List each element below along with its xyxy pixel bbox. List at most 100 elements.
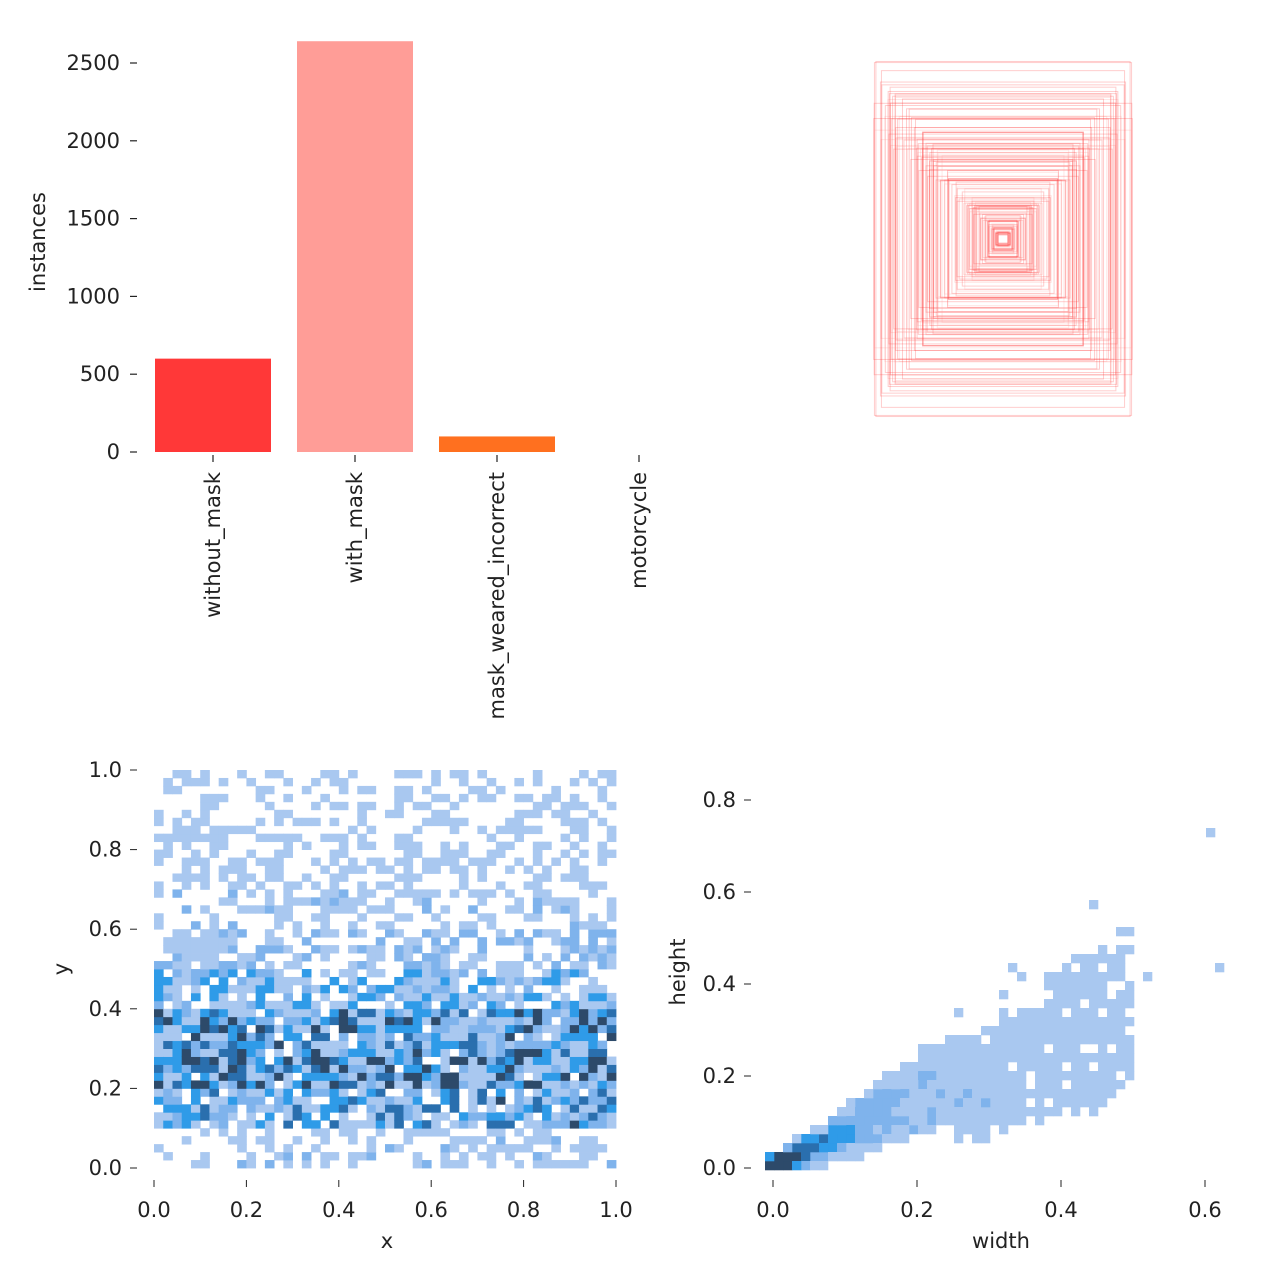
hist-cell <box>227 1008 238 1018</box>
hist-cell <box>918 1044 928 1054</box>
hist-cell <box>163 992 173 1002</box>
hist-cell <box>468 984 478 994</box>
hist-cell <box>458 1056 469 1065</box>
hist-cell <box>301 1120 312 1129</box>
hist-cell <box>366 1024 377 1034</box>
hist-cell <box>301 1048 312 1057</box>
hist-cell <box>542 1016 552 1026</box>
hist-cell <box>181 857 192 866</box>
hist-cell <box>209 1016 220 1026</box>
hist-cell <box>477 785 488 795</box>
hist-cell <box>945 1044 955 1054</box>
hist-cell <box>468 1112 478 1121</box>
hist-cell <box>209 1096 220 1105</box>
y-tick-label: 0.4 <box>703 972 736 996</box>
hist-cell <box>954 1062 964 1072</box>
hist-cell <box>375 1032 386 1042</box>
hist-cell <box>514 1056 524 1065</box>
hist-cell <box>366 1104 377 1113</box>
hist-cell <box>375 1056 386 1065</box>
hist-cell <box>209 1120 220 1129</box>
hist-cell <box>945 1053 955 1063</box>
hist-cell <box>1071 1035 1081 1045</box>
hist-cell <box>1017 1107 1027 1117</box>
hist-cell <box>542 897 552 906</box>
hist-cell <box>255 1040 266 1049</box>
hist-cell <box>385 905 395 914</box>
hist-cell <box>357 1088 367 1097</box>
hist-cell <box>264 1128 275 1137</box>
hist-cell <box>264 905 275 914</box>
box-overlay-plot <box>873 60 1133 418</box>
hist-cell <box>403 1048 414 1057</box>
hist-cell <box>477 770 488 779</box>
hist-cell <box>1071 1044 1081 1054</box>
hist-cell <box>972 1089 982 1099</box>
y-tick-label: 0.4 <box>89 997 122 1021</box>
hist-cell <box>551 984 561 994</box>
hist-cell <box>181 1120 192 1129</box>
hist-cell <box>560 809 571 819</box>
hist-cell <box>523 1032 534 1042</box>
hist-cell <box>172 825 183 835</box>
hist-cell <box>190 1104 201 1113</box>
hist-cell <box>412 1032 423 1042</box>
hist-cell <box>394 1080 404 1089</box>
hist-cell <box>172 889 183 898</box>
box-outline <box>979 212 1027 266</box>
hist-cell <box>218 1056 229 1065</box>
hist-cell <box>338 1048 349 1057</box>
hist-cell <box>440 809 451 819</box>
hist-cell <box>505 1024 515 1034</box>
hist-cell <box>431 1024 441 1034</box>
hist-cell <box>385 897 395 906</box>
box-outline <box>922 154 1084 324</box>
hist-cell <box>264 873 275 882</box>
hist-cell <box>209 992 220 1002</box>
box-outline <box>966 205 1040 273</box>
hist-cell <box>449 937 460 946</box>
hist-cell <box>357 945 367 954</box>
hist-cell <box>237 770 247 779</box>
hist-cell <box>532 1104 543 1113</box>
box-outline <box>888 133 1118 345</box>
hist-cell <box>560 1160 571 1169</box>
hist-cell <box>486 1128 497 1137</box>
hist-cell <box>1125 1044 1135 1054</box>
hist-cell <box>963 1089 973 1099</box>
hist-cell <box>532 1064 543 1073</box>
hist-cell <box>560 1096 571 1105</box>
hist-cell <box>864 1089 874 1099</box>
hist-cell <box>366 984 377 994</box>
hist-cell <box>1053 1062 1063 1072</box>
hist-cell <box>200 833 210 843</box>
hist-cell <box>891 1134 901 1144</box>
hist-cell <box>421 1040 432 1049</box>
box-outline <box>890 102 1116 376</box>
y-tick-label: 500 <box>80 362 120 386</box>
hist-cell <box>412 1056 423 1065</box>
hist-cell <box>172 953 183 962</box>
hist-cell <box>873 1116 883 1126</box>
box-outline <box>993 226 1013 252</box>
hist-cell <box>329 897 340 906</box>
hist-cell <box>163 937 173 946</box>
hist-cell <box>486 1056 497 1065</box>
box-outline <box>893 148 1113 330</box>
hist-cell <box>449 1120 460 1129</box>
hist-cell <box>458 865 469 874</box>
hist-cell <box>190 1080 201 1089</box>
hist-cell <box>606 1112 617 1121</box>
hist-cell <box>1026 1044 1036 1054</box>
hist-cell <box>579 1144 589 1153</box>
hist-cell <box>532 1048 543 1057</box>
hist-cell <box>597 1096 608 1105</box>
hist-cell <box>936 1089 946 1099</box>
hist-cell <box>255 1104 266 1113</box>
hist-cell <box>1098 1044 1108 1054</box>
hist-cell <box>181 929 192 938</box>
hist-cell <box>1071 1017 1081 1027</box>
hist-cell <box>403 770 414 779</box>
hist-cell <box>274 1096 284 1105</box>
hist-cell <box>477 976 488 986</box>
